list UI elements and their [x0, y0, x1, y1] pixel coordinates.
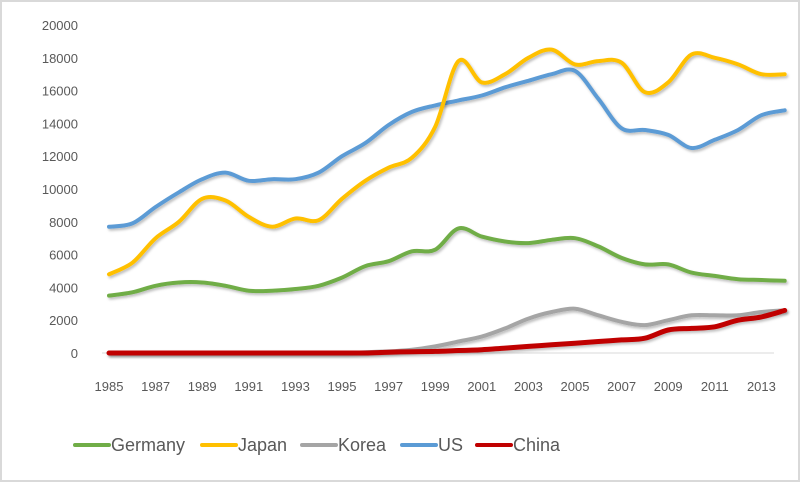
x-tick-label: 2003: [514, 379, 543, 394]
legend-item-china: China: [475, 435, 561, 455]
x-tick-label: 1999: [421, 379, 450, 394]
x-tick-label: 1989: [188, 379, 217, 394]
series-lines: [106, 47, 788, 356]
legend: Germany Japan Korea US China: [73, 435, 561, 455]
y-tick-label: 6000: [49, 248, 78, 263]
y-tick-label: 10000: [42, 182, 78, 197]
x-tick-label: 2009: [654, 379, 683, 394]
x-tick-label: 1993: [281, 379, 310, 394]
x-tick-label: 2001: [467, 379, 496, 394]
x-tick-label: 2013: [747, 379, 776, 394]
series-line-japan: [107, 47, 787, 277]
x-tick-label: 2005: [561, 379, 590, 394]
legend-label: Germany: [111, 435, 185, 455]
y-tick-label: 18000: [42, 51, 78, 66]
y-tick-label: 12000: [42, 149, 78, 164]
legend-label: China: [513, 435, 561, 455]
x-tick-label: 1997: [374, 379, 403, 394]
y-tick-label: 8000: [49, 215, 78, 230]
series-line-us: [107, 67, 787, 229]
x-tick-label: 1987: [141, 379, 170, 394]
y-axis: 0 2000 4000 6000 8000 10000 12000 14000 16000 180…: [42, 18, 78, 361]
legend-item-korea: Korea: [300, 435, 387, 455]
legend-label: Korea: [338, 435, 387, 455]
legend-item-us: US: [400, 435, 463, 455]
x-tick-label: 2011: [701, 379, 729, 394]
legend-label: Japan: [238, 435, 287, 455]
x-tick-label: 1985: [95, 379, 124, 394]
legend-item-japan: Japan: [200, 435, 287, 455]
y-tick-label: 4000: [49, 280, 78, 295]
series-line-germany: [107, 226, 787, 298]
x-tick-label: 1991: [234, 379, 263, 394]
x-tick-label: 2007: [607, 379, 636, 394]
y-tick-label: 0: [71, 346, 78, 361]
x-axis: 1985 1987 1989 1991 1993 1995 1997 1999 2001 2003…: [95, 379, 776, 394]
y-tick-label: 20000: [42, 18, 78, 33]
series-line-china: [106, 307, 788, 356]
y-tick-label: 14000: [42, 116, 78, 131]
legend-label: US: [438, 435, 463, 455]
x-tick-label: 1995: [328, 379, 357, 394]
y-tick-label: 16000: [42, 84, 78, 99]
y-tick-label: 2000: [49, 313, 78, 328]
legend-item-germany: Germany: [73, 435, 185, 455]
